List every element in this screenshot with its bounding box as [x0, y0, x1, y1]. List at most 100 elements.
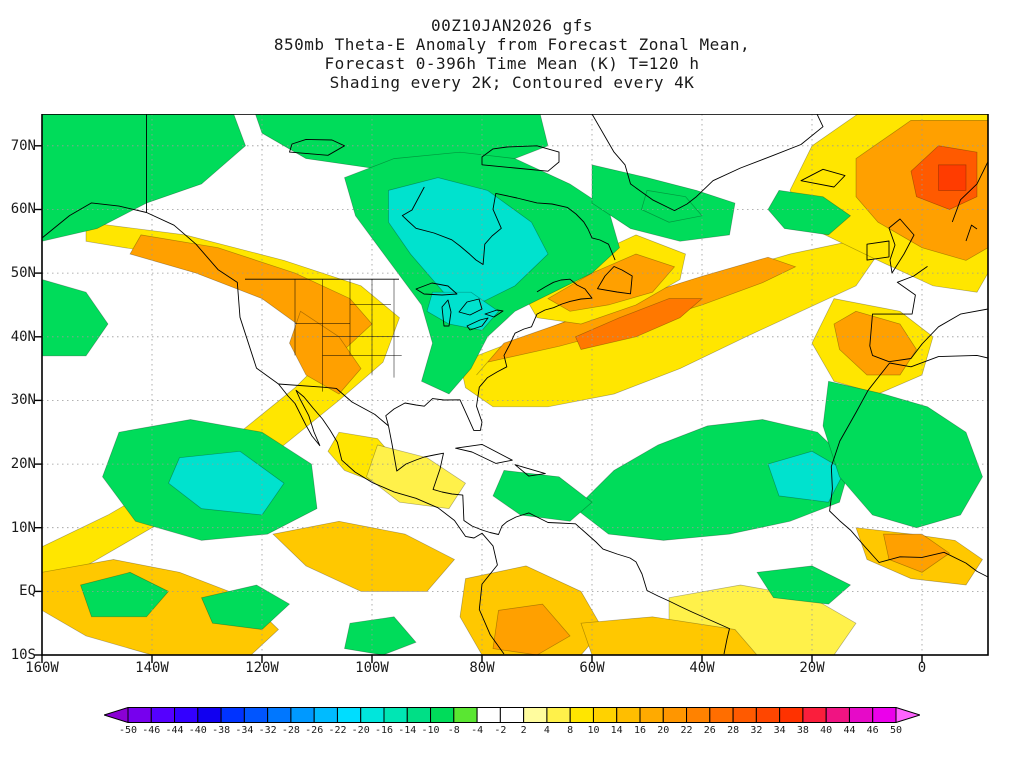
lon-label-120W: 120W — [245, 660, 279, 676]
anomaly-region-iberia-orange — [833, 310, 917, 376]
colorbar-label: 28 — [727, 725, 740, 736]
colorbar-arrow-low — [104, 707, 129, 723]
colorbar-cell — [243, 707, 269, 723]
lon-label-140W: 140W — [135, 660, 169, 676]
colorbar-cell — [802, 707, 827, 723]
colorbar-cell — [499, 707, 525, 723]
map-border — [41, 114, 989, 656]
lat-label-20N: 20N — [10, 456, 36, 472]
lat-label-10S: 10S — [10, 647, 36, 663]
colorbar-cell — [825, 707, 850, 723]
colorbar-label: -32 — [258, 725, 277, 736]
anomaly-region-scandinavia-red-core — [938, 164, 967, 191]
coastline-british-isles — [866, 218, 915, 274]
colorbar-cell — [313, 707, 338, 723]
colorbar-cell — [383, 707, 408, 723]
anomaly-region-caribbean-yellow — [366, 444, 466, 509]
coastline-pacific-americas — [42, 202, 505, 655]
colorbar-cell — [709, 707, 734, 723]
colorbar-cell — [127, 707, 152, 723]
colorbar-label: -34 — [235, 725, 254, 736]
colorbar-cell — [220, 707, 245, 723]
colorbar-label: -28 — [281, 725, 300, 736]
anomaly-region-trop-pac-green-2 — [201, 584, 291, 630]
title-forecast: Forecast 0-396h Time Mean (K) T=120 h — [324, 54, 700, 73]
colorbar-label: 2 — [520, 725, 527, 736]
coastline-iceland — [800, 168, 846, 188]
colorbar-cell — [360, 707, 385, 723]
coastline-greenland — [591, 114, 824, 212]
lon-label-80W: 80W — [469, 660, 495, 676]
colorbar-label: 10 — [587, 725, 600, 736]
colorbar-label: 4 — [543, 725, 550, 736]
chart-titles: 00Z10JAN2026 gfs 850mb Theta-E Anomaly f… — [0, 16, 1024, 92]
colorbar-label: -40 — [188, 725, 207, 736]
anomaly-region-epac-itcz-gold — [272, 520, 456, 592]
lat-label-50N: 50N — [10, 265, 36, 281]
longitude-axis: 160W 140W 120W 100W 80W 60W 40W 20W 0 — [25, 660, 988, 678]
anomaly-region-gulf-alaska-green — [42, 114, 246, 242]
axis-ticks — [34, 145, 923, 663]
anomaly-region-trop-pac-green-1 — [80, 571, 170, 618]
title-shading-note: Shading every 2K; Contoured every 4K — [329, 73, 695, 92]
country-borders — [146, 114, 399, 427]
colorbar-label: -4 — [471, 725, 484, 736]
colorbar-label: -14 — [398, 725, 417, 736]
lat-label-60N: 60N — [10, 201, 36, 217]
anomaly-map — [34, 114, 989, 663]
colorbar-label: -22 — [328, 725, 347, 736]
colorbar-cell — [267, 707, 292, 723]
colorbar-cell — [662, 707, 688, 723]
colorbar-arrow-high — [895, 707, 920, 723]
anomaly-region-newfoundland-orange — [547, 253, 676, 312]
colorbar-label: -8 — [447, 725, 460, 736]
lat-label-30N: 30N — [10, 392, 36, 408]
colorbar-cell — [755, 707, 781, 723]
colorbar-label: -26 — [305, 725, 324, 736]
colorbar-cell — [569, 707, 594, 723]
anomaly-region-eq-atlantic-green — [756, 565, 852, 605]
colorbar-label: 20 — [657, 725, 670, 736]
anomaly-region-south-america-orange — [492, 603, 571, 655]
state-borders — [294, 279, 402, 392]
colorbar-cell — [453, 707, 478, 723]
colorbar-cell — [406, 707, 432, 723]
colorbar-label: -2 — [494, 725, 507, 736]
colorbar-cell — [616, 707, 641, 723]
lat-label-70N: 70N — [10, 138, 36, 154]
colorbar-cell — [592, 707, 618, 723]
anomaly-region-west-edge-green — [42, 279, 109, 357]
colorbar-label: 16 — [633, 725, 647, 736]
lat-label-EQ: EQ — [19, 583, 36, 599]
anomaly-region-africa-green — [822, 380, 983, 529]
colorbar-cell — [523, 707, 548, 723]
colorbar-cell — [732, 707, 757, 723]
colorbar-label: 38 — [796, 725, 809, 736]
colorbar-label: 46 — [866, 725, 879, 736]
anomaly-region-trop-pac-green-3 — [344, 616, 417, 655]
colorbar-cell — [150, 707, 176, 723]
lon-label-40W: 40W — [689, 660, 715, 676]
latitude-axis: 70N 60N 50N 40N 30N 20N 10N EQ 10S — [0, 114, 37, 665]
lon-label-20W: 20W — [799, 660, 825, 676]
colorbar-cell — [290, 707, 315, 723]
coastline-africa — [829, 354, 988, 578]
colorbar-cell — [197, 707, 222, 723]
anomaly-region-brazil-gold — [580, 616, 758, 655]
coastlines — [42, 114, 988, 655]
colorbar-labels: -50 -46 -44 -40 -38 -34 -32 -28 -26 -22 -20 -16 -14-… — [104, 725, 920, 739]
lat-label-10N: 10N — [10, 520, 36, 536]
lon-label-60W: 60W — [579, 660, 605, 676]
colorbar-label: -44 — [165, 725, 184, 736]
colorbar-label: -46 — [142, 725, 161, 736]
coastline-scandinavia — [951, 161, 988, 242]
colorbar-label: 40 — [820, 725, 833, 736]
coastline-gulf-east-coast — [385, 278, 593, 431]
latlon-gridlines — [42, 114, 988, 655]
lon-label-100W: 100W — [355, 660, 389, 676]
title-model-run: 00Z10JAN2026 gfs — [430, 16, 594, 35]
coastline-newfoundland — [597, 266, 633, 295]
colorbar-label: 32 — [750, 725, 763, 736]
colorbar-scale — [104, 707, 920, 723]
